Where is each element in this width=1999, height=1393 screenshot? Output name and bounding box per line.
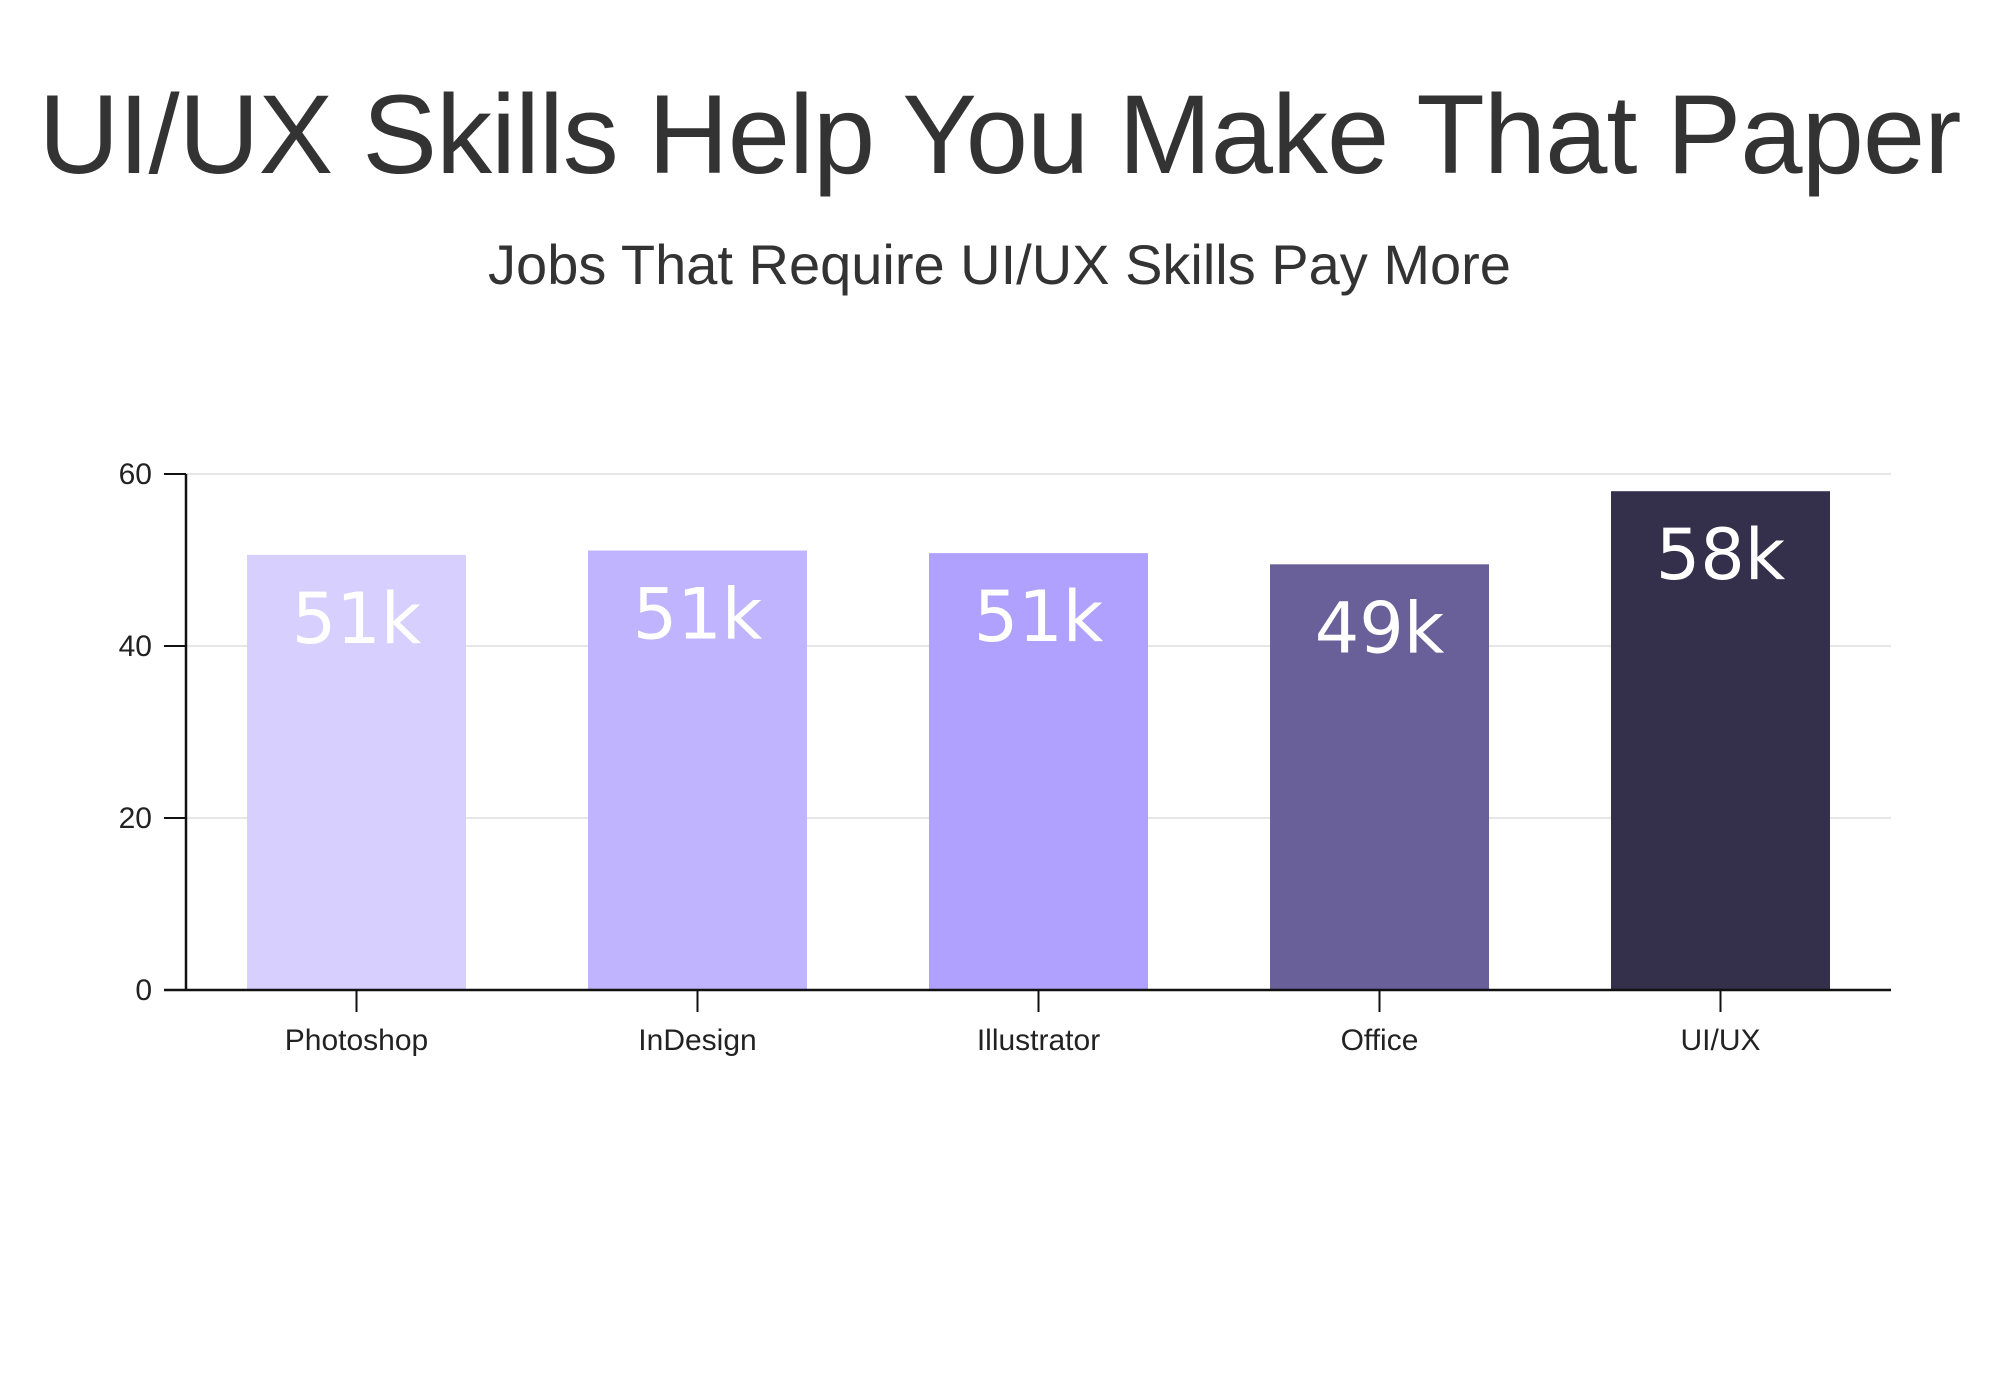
x-tick-label: UI/UX (1680, 1024, 1760, 1057)
bar-data-label: 58k (1656, 514, 1786, 596)
bar-office (1270, 564, 1489, 990)
x-tick-label: InDesign (638, 1024, 756, 1057)
bar-indesign (588, 550, 807, 990)
y-tick-label: 40 (119, 630, 152, 663)
y-tick-label: 20 (119, 802, 152, 835)
bar-uiux (1611, 491, 1830, 990)
y-tick-label: 0 (135, 974, 152, 1007)
chart-title: UI/UX Skills Help You Make That Paper (38, 72, 1962, 197)
x-tick-label: Illustrator (977, 1024, 1100, 1057)
chart-subtitle: Jobs That Require UI/UX Skills Pay More (488, 233, 1511, 296)
chart-title-wrap: UI/UX Skills Help You Make That Paper (0, 70, 1999, 200)
x-tick-label: Office (1341, 1024, 1419, 1057)
y-tick-label: 60 (119, 458, 152, 491)
bar-data-label: 51k (633, 574, 763, 656)
bar-data-label: 49k (1315, 587, 1445, 669)
bar-photoshop (247, 554, 466, 990)
bar-illustrator (929, 553, 1148, 990)
bar-data-label: 51k (974, 576, 1104, 658)
bar-data-label: 51k (292, 578, 422, 660)
x-tick-label: Photoshop (285, 1024, 428, 1057)
